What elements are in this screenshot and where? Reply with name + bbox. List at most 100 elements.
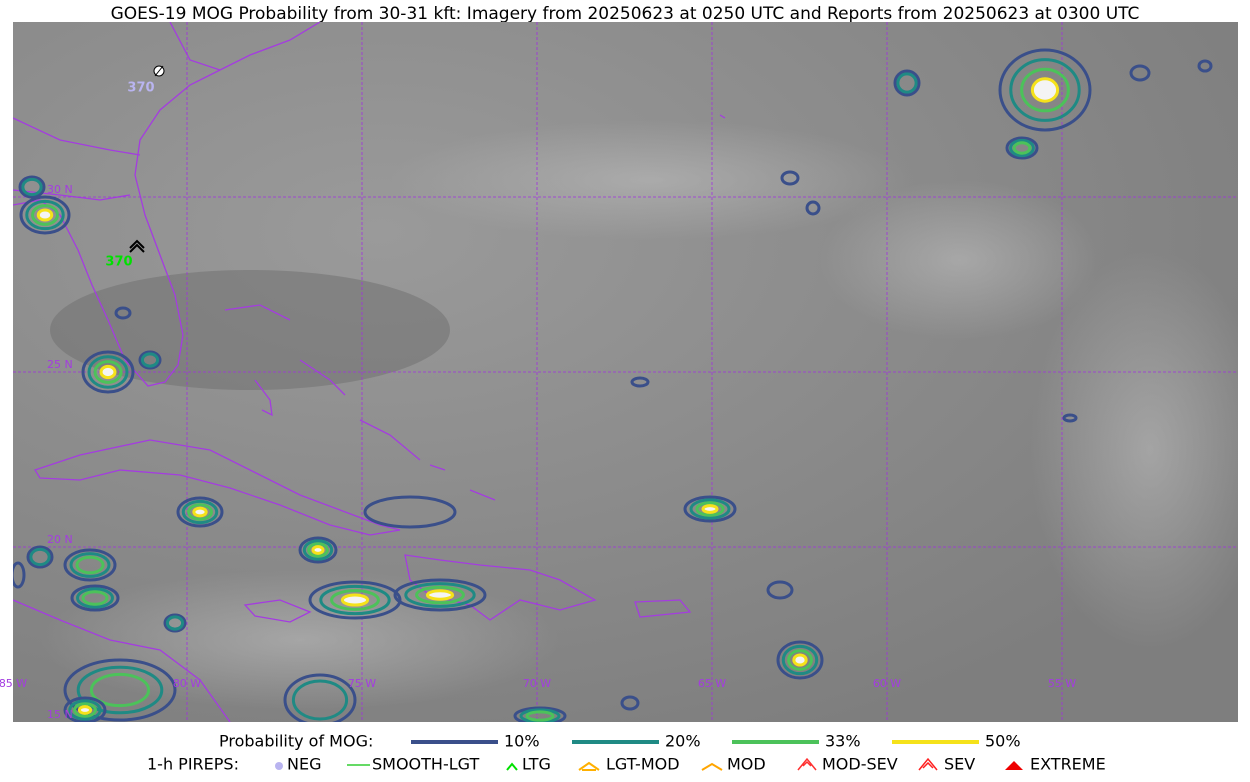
mog-contour — [630, 376, 650, 388]
mog-contour — [998, 48, 1092, 132]
legend-label: SEV — [944, 755, 975, 774]
coastlines — [13, 22, 726, 722]
mog-contour — [13, 561, 26, 589]
mog-contour — [63, 548, 117, 582]
mog-contour — [68, 699, 102, 721]
mog-contour — [75, 555, 105, 575]
mog-contour — [787, 649, 813, 671]
mog-contour — [792, 653, 808, 667]
mog-contour — [140, 352, 160, 368]
mog-contour — [21, 177, 43, 197]
mog-contour — [896, 72, 918, 94]
mog-contour — [63, 696, 107, 722]
legend-icon — [275, 762, 283, 770]
legend-title: 1-h PIREPS: — [147, 755, 239, 774]
mog-contour — [163, 613, 187, 633]
mog-contour — [363, 495, 457, 529]
mog-contour — [302, 539, 334, 561]
mog-contour — [18, 175, 46, 199]
mog-contour — [165, 615, 185, 631]
mog-contour — [781, 644, 819, 676]
map: 30 N 25 N 20 N 15 N — [13, 22, 1238, 722]
legend-icon — [918, 757, 938, 771]
mog-contour — [513, 706, 567, 722]
legend-icon — [506, 762, 518, 771]
mog-contour — [695, 501, 725, 517]
mog-contour — [1197, 59, 1213, 73]
lon-label: 85 W — [0, 677, 27, 690]
lon-label: 80 W — [173, 677, 201, 690]
cloud-band — [1030, 250, 1238, 650]
legend-icon — [701, 762, 723, 771]
ltg-report-icon — [129, 239, 145, 253]
mog-contour — [620, 695, 640, 711]
mog-contour — [701, 504, 719, 514]
mog-contour — [29, 547, 51, 567]
mog-contour — [307, 542, 329, 558]
neg-report-icon — [154, 65, 164, 77]
mog-contour — [1012, 141, 1032, 155]
mog-contour — [25, 199, 65, 231]
mog-contour — [87, 355, 129, 389]
mog-contour — [192, 506, 208, 518]
lat-label: 20 N — [47, 533, 73, 546]
mog-contour — [776, 640, 824, 680]
lat-label: 25 N — [47, 358, 73, 371]
legend-label: NEG — [287, 755, 321, 774]
mog-contour — [308, 580, 402, 620]
mog-contour — [525, 710, 555, 722]
mog-contour — [1129, 64, 1151, 82]
mog-contour — [76, 665, 164, 715]
mog-contour — [114, 306, 132, 320]
legend-label: LTG — [522, 755, 551, 774]
mog-contour — [319, 584, 391, 616]
mog-contour — [766, 580, 794, 600]
legend-label: LGT-MOD — [606, 755, 680, 774]
lon-label: 55 W — [1048, 677, 1076, 690]
legend-icon — [797, 757, 817, 771]
legend-label: 33% — [825, 732, 861, 751]
mog-contour — [519, 708, 561, 722]
mog-contour — [70, 584, 120, 612]
mog-contour — [893, 69, 921, 97]
mog-contour — [73, 702, 97, 718]
dry-slot — [50, 270, 450, 390]
mog-contour — [330, 589, 380, 611]
mog-contour — [1009, 138, 1035, 158]
mog-contour — [393, 578, 487, 612]
mog-contour — [69, 552, 111, 578]
mog-contour — [26, 545, 54, 569]
mog-contour — [31, 204, 59, 226]
mog-contour — [683, 495, 737, 523]
legend-label: 20% — [665, 732, 701, 751]
lon-label: 75 W — [348, 677, 376, 690]
legend-label: 10% — [504, 732, 540, 751]
mog-contour — [689, 498, 731, 520]
lon-label: 70 W — [523, 677, 551, 690]
mog-contour — [99, 364, 117, 380]
mog-contour — [77, 705, 93, 715]
report-label: 370 — [127, 81, 154, 96]
mog-contour — [81, 590, 109, 606]
legend-icon — [1005, 761, 1023, 770]
lat-label: 30 N — [47, 183, 73, 196]
mog-contour — [311, 545, 325, 555]
lat-label: 15 N — [47, 708, 73, 721]
legend-label: EXTREME — [1030, 755, 1106, 774]
legend-title: Probability of MOG: — [219, 732, 373, 751]
mog-contour — [1009, 58, 1081, 122]
cloud-band — [390, 120, 910, 240]
lon-label: 60 W — [873, 677, 901, 690]
report-label: 370 — [105, 255, 132, 270]
mog-contour — [93, 360, 123, 384]
mog-contour — [81, 350, 135, 394]
mog-contour — [187, 503, 213, 521]
mog-contour — [283, 673, 357, 722]
mog-contour — [1030, 77, 1060, 103]
mog-contour — [291, 679, 349, 721]
legend-label: 50% — [985, 732, 1021, 751]
mog-contour — [415, 585, 465, 605]
lon-label: 65 W — [698, 677, 726, 690]
mog-contour — [1062, 413, 1078, 423]
